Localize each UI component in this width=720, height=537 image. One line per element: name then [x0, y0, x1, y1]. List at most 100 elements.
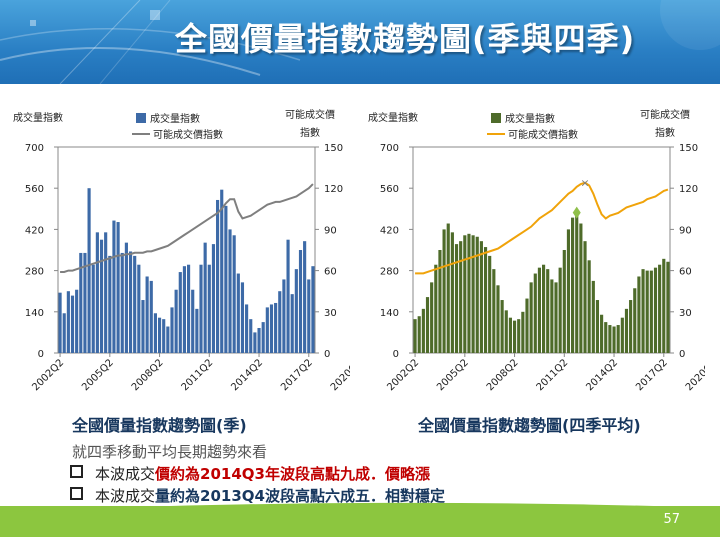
volume-bar [658, 264, 662, 353]
y-left-tick-label: 0 [38, 349, 44, 360]
volume-bar [108, 255, 112, 353]
volume-bar [95, 232, 99, 353]
volume-bar [430, 282, 434, 353]
volume-bar [265, 307, 269, 353]
y-left-tick-label: 700 [380, 143, 399, 154]
volume-bar [550, 279, 554, 353]
volume-bar [91, 264, 95, 353]
volume-bar [604, 322, 608, 353]
volume-bar [269, 304, 274, 353]
x-tick-label: 2011Q2 [535, 357, 571, 393]
volume-bar [149, 280, 153, 353]
right-axis-label-line1: 可能成交價 [285, 108, 335, 121]
x-tick-label: 2017Q2 [279, 357, 315, 393]
y-right-tick-label: 120 [679, 184, 698, 195]
x-tick-label: 2002Q2 [30, 357, 66, 393]
volume-bar [546, 269, 550, 353]
volume-peak-marker [572, 206, 581, 219]
volume-bar [195, 308, 199, 353]
y-left-tick-label: 420 [25, 225, 44, 236]
volume-bar [629, 300, 633, 353]
y-right-tick-label: 0 [679, 349, 685, 360]
volume-bar [442, 229, 446, 353]
volume-bar [58, 292, 62, 353]
volume-bar [554, 282, 558, 353]
four-quarter-average-chart: 成交量指數 成交量指數可能成交價指數可能成交價指數7005604202801400… [368, 108, 705, 393]
volume-bar [488, 255, 492, 353]
volume-bar [290, 294, 294, 353]
volume-bar [454, 244, 459, 353]
legend-bar-label: 成交量指數 [150, 112, 200, 125]
volume-bar [517, 319, 521, 353]
volume-bar [174, 289, 178, 353]
x-tick-label: 2005Q2 [435, 357, 471, 393]
volume-bar [446, 223, 450, 353]
volume-bar [70, 295, 75, 353]
volume-bar [249, 319, 253, 353]
bullet-volume: 本波成交量約為2013Q4波段高點六成五．相對穩定 [70, 485, 445, 506]
volume-bar [417, 316, 421, 353]
volume-bar [104, 232, 108, 353]
volume-bar [575, 214, 579, 353]
left-axis-label: 成交量指數 [13, 111, 63, 124]
volume-bar [459, 241, 463, 353]
volume-bar [525, 298, 529, 353]
y-left-tick-label: 140 [380, 308, 399, 319]
volume-bar [278, 291, 282, 353]
x-tick-label: 2008Q2 [485, 357, 521, 393]
volume-bar [616, 325, 620, 353]
volume-bar [583, 241, 587, 353]
y-left-tick-label: 280 [25, 267, 44, 278]
volume-bar [166, 326, 170, 353]
right-axis-label-line2: 指數 [655, 126, 675, 139]
volume-bar [500, 300, 504, 353]
volume-bar [504, 310, 508, 353]
volume-bar [475, 236, 479, 353]
volume-bar [311, 266, 315, 353]
slide-title: 全國價量指數趨勢圖(季與四季) [175, 20, 636, 58]
volume-bar [120, 252, 124, 353]
y-right-tick-label: 120 [324, 184, 343, 195]
volume-bar [479, 241, 483, 353]
volume-bar [298, 250, 303, 353]
legend-bar-swatch [136, 113, 146, 123]
volume-bar [467, 233, 471, 353]
volume-bar [641, 269, 645, 353]
volume-bar [170, 307, 174, 353]
volume-bar [261, 322, 265, 353]
volume-bar [600, 314, 604, 353]
volume-bar [187, 264, 191, 353]
volume-bar [220, 189, 224, 353]
x-tick-label: 2008Q2 [130, 357, 166, 393]
volume-bar [653, 267, 658, 353]
page-number: 57 [663, 512, 680, 527]
legend-line-label: 可能成交價指數 [508, 128, 578, 141]
volume-bar [294, 269, 298, 353]
volume-bar [199, 264, 203, 353]
bullet-square-icon [70, 487, 83, 500]
y-right-tick-label: 150 [324, 143, 343, 154]
volume-bar [87, 188, 91, 353]
header-decoration [0, 0, 720, 84]
volume-bar [116, 222, 120, 353]
volume-bar [608, 325, 612, 353]
average-chart-caption: 全國價量指數趨勢圖(四季平均) [418, 416, 641, 435]
legend-bar-swatch [491, 113, 501, 123]
volume-bar [182, 266, 186, 353]
volume-bar [274, 302, 278, 353]
volume-bar [124, 242, 128, 353]
right-axis-label-line2: 指數 [300, 126, 320, 139]
price-peak-marker: × [580, 177, 589, 190]
volume-bar [236, 273, 240, 353]
y-right-tick-label: 90 [324, 225, 337, 236]
volume-bar [471, 235, 475, 353]
y-left-tick-label: 0 [393, 349, 399, 360]
y-left-tick-label: 560 [380, 184, 399, 195]
volume-bar [612, 326, 616, 353]
volume-bar [496, 285, 500, 353]
plot-frame [57, 146, 316, 354]
volume-bar [137, 264, 141, 353]
volume-bar [662, 258, 666, 353]
footer-curve [0, 502, 720, 512]
volume-bar [282, 279, 286, 353]
